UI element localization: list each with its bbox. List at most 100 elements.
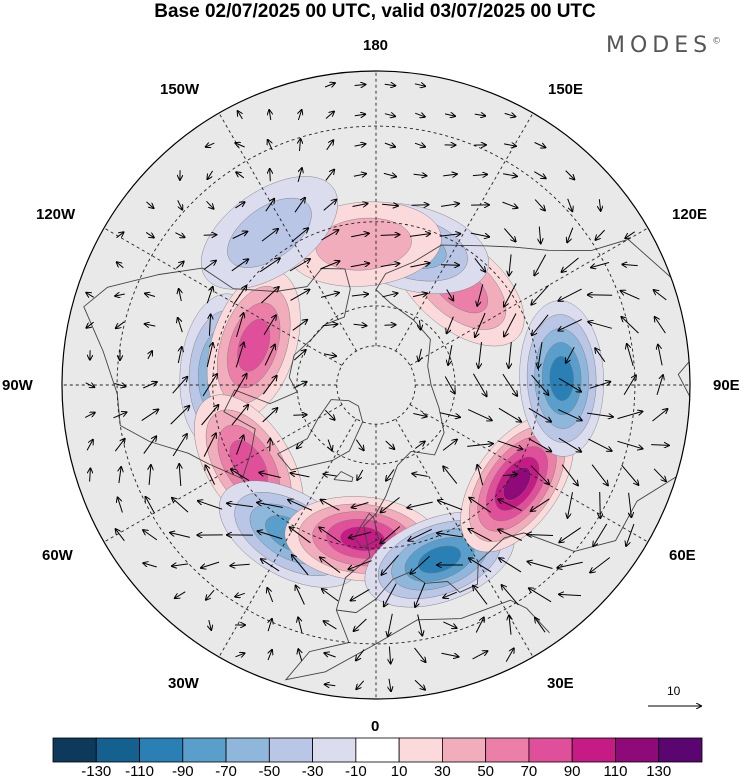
wind-arrow [559,594,582,595]
wind-arrow [654,290,667,301]
wind-arrow [382,293,398,298]
wind-arrow [142,382,157,389]
anomaly-field [179,176,604,608]
wind-arrow [292,320,307,331]
wind-arrow [498,499,522,512]
colorbar-tick-label: -70 [215,763,237,780]
colorbar-swatch [441,737,487,763]
wind-arrow [291,473,310,478]
lon-label-120w: 120W [36,206,76,223]
wind-arrow [267,588,274,603]
wind-arrow [262,408,278,423]
lon-label-90e: 90E [713,377,740,394]
wind-arrow [384,84,396,85]
wind-arrow [622,317,639,334]
wind-arrow [259,258,280,273]
wind-arrow [415,113,425,117]
colorbar-tick-label: 30 [434,763,451,780]
wind-arrow [354,114,365,116]
wind-arrow [653,468,666,481]
wind-arrow [529,588,552,603]
wind-arrow [497,440,523,449]
wind-arrow [588,322,612,329]
anomaly-contour [549,356,574,401]
wind-arrow [443,174,457,176]
wind-arrow [293,382,306,389]
wind-arrow [113,412,127,419]
wind-arrow [322,589,339,602]
wind-arrow [258,531,283,540]
wind-arrow [230,564,250,566]
wind-arrow [201,405,219,426]
wind-arrow [262,376,276,395]
wind-arrow [269,110,271,120]
wind-arrow [414,679,425,689]
colorbar-tick-label: -110 [125,763,154,780]
wind-arrow [116,529,125,542]
wind-arrow [178,347,181,364]
wind-arrow [324,621,337,630]
wind-arrow [143,563,157,568]
wind-arrow [380,235,400,236]
wind-arrow [617,411,643,420]
wind-arrow [469,529,492,542]
wind-arrow [325,170,334,181]
map-title: Base 02/07/2025 00 UTC, valid 03/07/2025… [154,1,596,22]
wind-arrow [502,201,518,208]
wind-arrow [236,313,244,338]
wind-arrow [599,199,600,211]
wind-arrow [446,289,454,301]
latitude-circle [296,305,456,465]
wind-arrow [114,384,125,387]
wind-arrow [323,354,336,356]
wind-arrow [441,204,459,207]
wind-arrow [587,412,613,417]
wind-arrow [408,528,432,540]
wind-arrow [655,317,666,334]
wind-arrow [289,259,310,272]
meridian-line [395,418,549,684]
lon-label-60w: 60W [42,547,73,564]
wind-arrow [170,406,190,425]
wind-arrow [263,315,276,335]
wind-arrow [175,591,186,598]
wind-arrow [557,561,583,568]
wind-arrow [326,140,334,151]
wind-arrow [207,170,214,179]
wind-arrow [296,586,305,605]
wind-arrow [172,434,187,457]
wind-arrow [439,412,460,417]
wind-arrow [354,618,367,631]
wind-arrow [531,498,550,511]
wind-arrow [389,678,391,691]
wind-arrow [353,324,367,325]
wind-arrow [381,497,400,513]
lon-label-0: 0 [371,718,380,735]
wind-arrow [232,232,248,239]
wind-arrow [297,441,304,449]
anomaly-center [200,176,338,290]
wind-arrow [298,649,301,661]
wind-arrow [235,343,244,368]
wind-arrow [268,650,272,661]
wind-arrow [384,583,397,607]
wind-arrow [293,350,306,361]
wind-arrow [412,474,428,477]
wind-arrow [235,202,244,209]
wind-arrow [509,342,512,368]
wind-arrow [323,200,337,211]
wind-arrow [528,562,553,569]
wind-arrow [407,501,433,508]
wind-arrow [350,263,369,268]
anomaly-contour [227,197,312,268]
wind-arrow [351,233,369,236]
wind-arrow [652,409,668,422]
wind-arrow [503,174,517,177]
latitude-circle [212,221,540,549]
wind-arrow [477,465,484,486]
wind-arrow [629,492,632,517]
wind-arrow [567,198,573,211]
lon-label-180: 180 [363,37,389,54]
wind-arrow [206,287,212,304]
colorbar-swatch [139,737,184,763]
